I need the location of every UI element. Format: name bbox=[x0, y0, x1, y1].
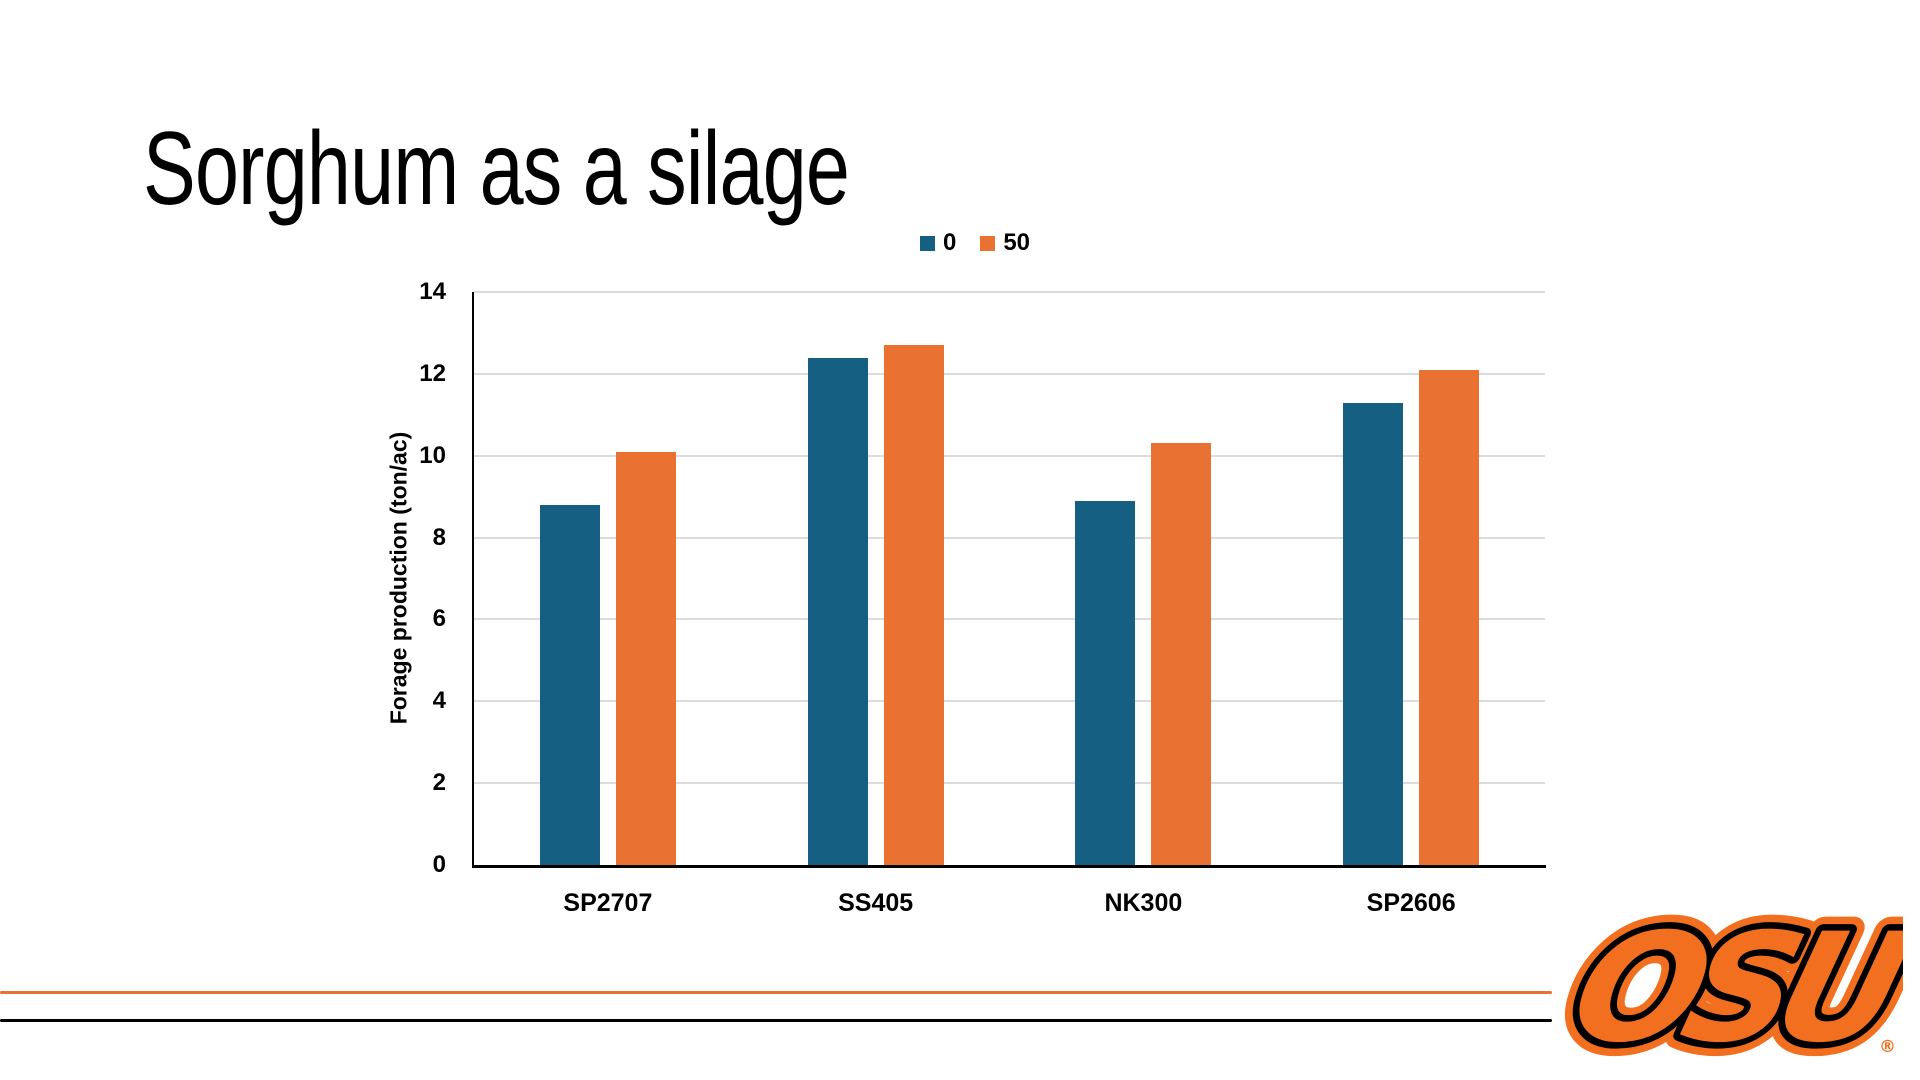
gridline-4 bbox=[474, 700, 1545, 703]
y-tick-6: 6 bbox=[432, 605, 446, 633]
bar-NK300-series-0 bbox=[1075, 500, 1136, 865]
x-axis-labels: SP2707 SS405 NK300 SP2606 bbox=[474, 889, 1545, 918]
x-axis-line bbox=[472, 865, 1546, 868]
bar-group-NK300 bbox=[1010, 292, 1278, 865]
bar-SP2606-series-0 bbox=[1343, 402, 1404, 865]
y-tick-12: 12 bbox=[419, 359, 446, 387]
y-tick-4: 4 bbox=[432, 687, 446, 715]
osu-logo-letters: OSU bbox=[1563, 901, 1903, 1076]
bar-group-SP2707 bbox=[474, 292, 742, 865]
y-tick-10: 10 bbox=[419, 441, 446, 469]
legend-item-50: 50 bbox=[980, 229, 1030, 257]
y-tick-8: 8 bbox=[432, 523, 446, 551]
page-title: Sorghum as a silage bbox=[143, 111, 850, 227]
x-label-NK300: NK300 bbox=[1104, 889, 1183, 917]
chart-legend: 0 50 bbox=[390, 229, 1560, 257]
x-label-SP2707: SP2707 bbox=[563, 889, 653, 917]
footer-base-line bbox=[0, 1019, 1552, 1022]
legend-label: 50 bbox=[1003, 229, 1031, 256]
gridline-8 bbox=[474, 536, 1545, 539]
gridline-10 bbox=[474, 454, 1545, 457]
osu-logo-outline: OSU bbox=[1563, 901, 1903, 1076]
footer-accent-line bbox=[0, 991, 1552, 994]
bar-SP2606-series-50 bbox=[1419, 369, 1480, 865]
y-axis-tick-labels: 0 2 4 6 8 10 12 14 bbox=[330, 278, 446, 878]
bar-groups bbox=[474, 292, 1545, 865]
bar-group-SP2606 bbox=[1277, 292, 1545, 865]
osu-logo: OSU OSU ® bbox=[1541, 882, 1920, 1080]
bar-group-SS405 bbox=[742, 292, 1010, 865]
registered-trademark-icon: ® bbox=[1879, 1037, 1896, 1057]
gridline-2 bbox=[474, 782, 1545, 785]
y-tick-0: 0 bbox=[432, 851, 446, 878]
gridline-14 bbox=[474, 291, 1545, 293]
bar-SP2707-series-50 bbox=[615, 451, 676, 865]
plot-area bbox=[474, 291, 1545, 865]
y-axis-line bbox=[472, 292, 474, 868]
bar-SS405-series-50 bbox=[883, 345, 944, 865]
legend-swatch-icon bbox=[919, 235, 935, 251]
legend-label: 0 bbox=[942, 229, 957, 256]
bar-NK300-series-50 bbox=[1151, 443, 1212, 865]
gridline-12 bbox=[474, 372, 1545, 375]
legend-item-0: 0 bbox=[919, 229, 957, 257]
x-label-SS405: SS405 bbox=[838, 889, 914, 917]
gridline-6 bbox=[474, 618, 1545, 621]
x-label-SP2606: SP2606 bbox=[1366, 889, 1456, 917]
y-tick-2: 2 bbox=[432, 769, 446, 797]
osu-logo-graphic: OSU OSU ® bbox=[1541, 887, 1920, 1080]
bar-SS405-series-0 bbox=[807, 357, 868, 865]
y-tick-14: 14 bbox=[419, 278, 446, 305]
bar-SP2707-series-0 bbox=[539, 504, 600, 865]
legend-swatch-icon bbox=[980, 235, 996, 251]
